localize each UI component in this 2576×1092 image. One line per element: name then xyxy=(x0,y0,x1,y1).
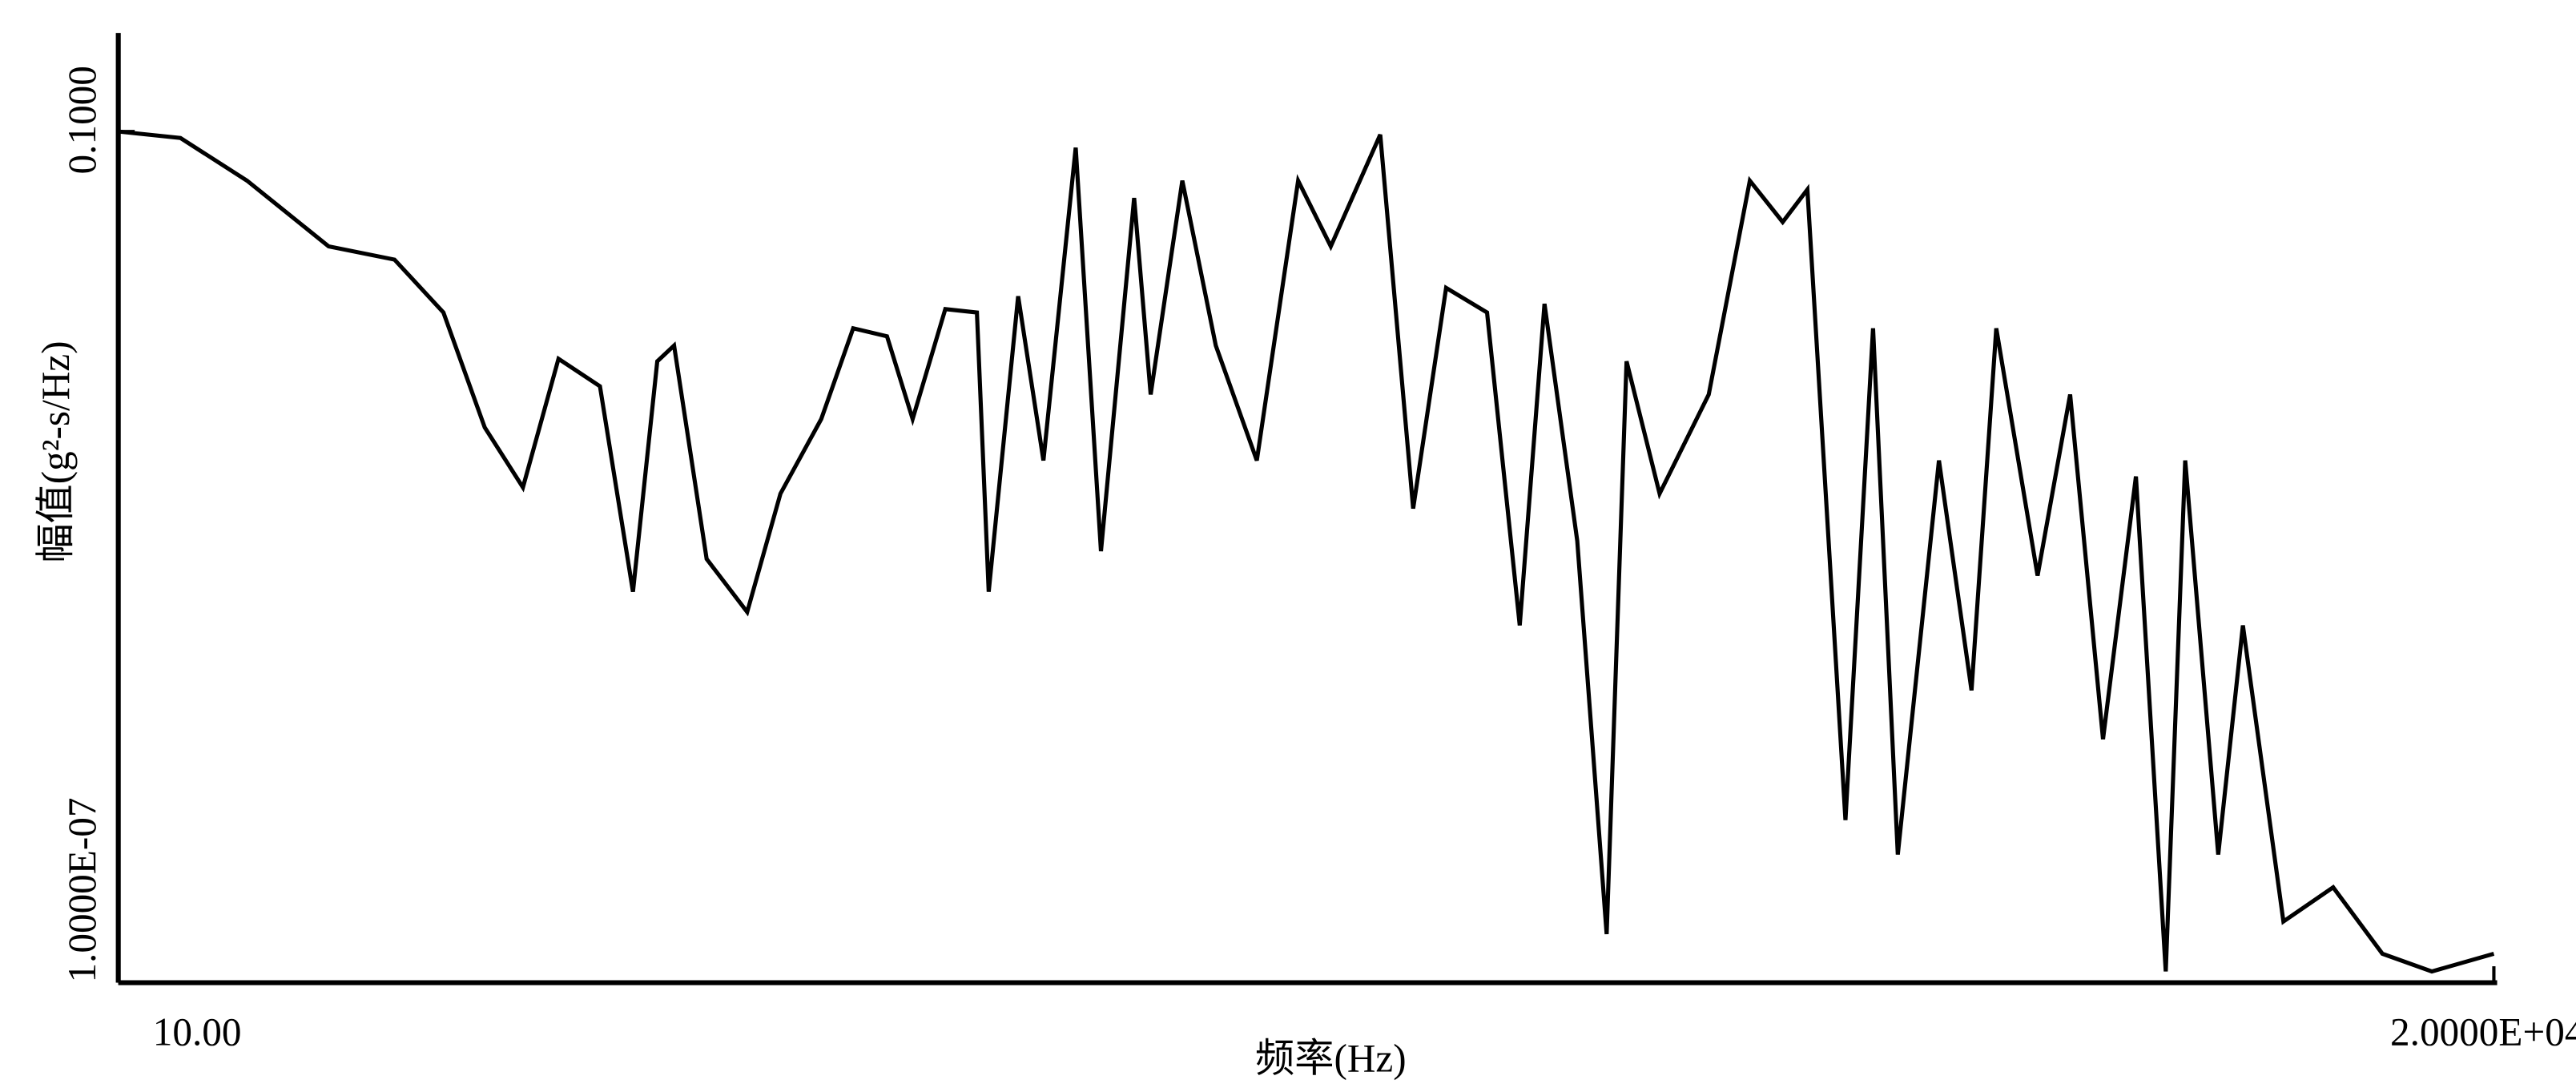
y-axis-label: 幅值(g²-s/Hz) xyxy=(34,340,78,562)
y-tick-label: 0.1000 xyxy=(60,66,104,174)
y-tick-label: 1.0000E-07 xyxy=(60,798,104,983)
x-axis-label: 频率(Hz) xyxy=(1255,1036,1407,1080)
x-tick-label: 10.00 xyxy=(153,1009,242,1054)
x-tick-label: 2.0000E+04 xyxy=(2390,1009,2576,1054)
psd-line xyxy=(118,129,2495,974)
